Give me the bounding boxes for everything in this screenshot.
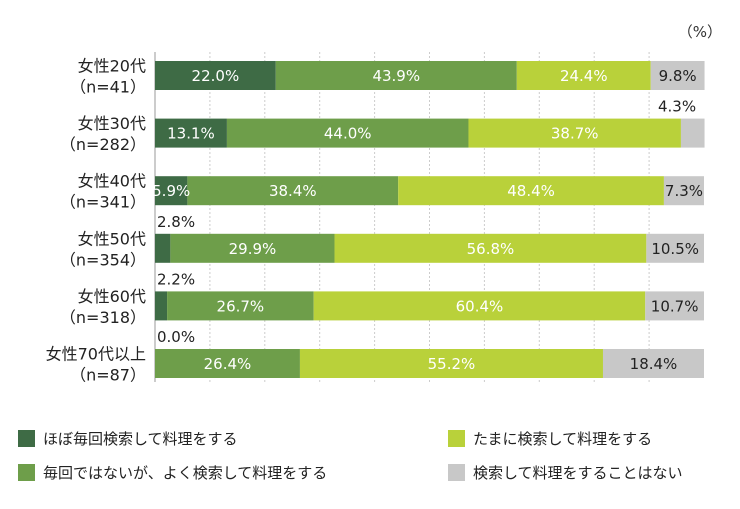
bar-segment bbox=[650, 61, 705, 90]
bar-segment bbox=[602, 349, 704, 378]
bar-label: 4.3% bbox=[658, 98, 696, 116]
category-label: 女性50代 bbox=[78, 229, 146, 248]
bar-segment bbox=[646, 233, 704, 263]
bar-label: 29.9% bbox=[229, 240, 277, 258]
bar-segment bbox=[313, 291, 646, 321]
legend-swatch bbox=[18, 464, 35, 481]
bar-label: 56.8% bbox=[467, 240, 515, 258]
category-label: 女性30代 bbox=[78, 114, 146, 133]
bar-label: 48.4% bbox=[507, 182, 555, 200]
category-sample-size: （n=282） bbox=[60, 135, 146, 154]
bar-label: 38.7% bbox=[551, 125, 599, 143]
bar-segment bbox=[334, 233, 647, 263]
bar-segment bbox=[663, 176, 704, 206]
bar-segment bbox=[398, 176, 664, 206]
bar-label: 44.0% bbox=[324, 125, 372, 143]
bar-label: 26.7% bbox=[217, 297, 265, 315]
bar-segment bbox=[155, 118, 227, 148]
bar-label: 10.5% bbox=[651, 240, 699, 258]
category-label: 女性70代以上 bbox=[46, 345, 146, 364]
bar-segment bbox=[645, 291, 704, 321]
category-label: 女性40代 bbox=[78, 172, 146, 191]
bar-segment bbox=[187, 176, 399, 206]
category-sample-size: （n=318） bbox=[60, 308, 146, 327]
category-labels: 女性20代 （n=41） 女性30代 （n=282） 女性40代 （n=341） 女性50代… bbox=[46, 57, 146, 385]
category-sample-size: （n=341） bbox=[60, 193, 146, 212]
bar-label: 18.4% bbox=[630, 355, 678, 373]
legend: ほぼ毎回検索して料理をする たまに検索して料理をする毎回ではないが、よく検索して料… bbox=[18, 430, 683, 482]
category-label: 女性20代 bbox=[78, 57, 146, 76]
bars bbox=[155, 61, 705, 378]
bar-label: 26.4% bbox=[204, 355, 252, 373]
bar-segment bbox=[275, 61, 517, 90]
bar-segment bbox=[155, 176, 188, 206]
bar-segment bbox=[155, 291, 168, 321]
category-sample-size: （n=41） bbox=[70, 78, 146, 97]
bar-label: 13.1% bbox=[167, 125, 215, 143]
bar-label: 10.7% bbox=[651, 297, 699, 315]
bar-segment bbox=[680, 118, 705, 148]
legend-label: 検索して料理をすることはない bbox=[473, 464, 683, 482]
bar-segment bbox=[516, 61, 651, 90]
bar-label: 5.9% bbox=[152, 182, 190, 200]
bar-label: 7.3% bbox=[665, 182, 703, 200]
bar-label: 0.0% bbox=[157, 328, 195, 346]
legend-label: ほぼ毎回検索して料理をする bbox=[43, 430, 238, 448]
category-sample-size: （n=87） bbox=[70, 366, 146, 385]
bar-label: 60.4% bbox=[456, 297, 504, 315]
bar-segment bbox=[155, 233, 171, 263]
unit-label: （%） bbox=[678, 23, 722, 41]
legend-swatch bbox=[18, 430, 35, 447]
bar-segment bbox=[155, 61, 276, 90]
bar-segment bbox=[155, 349, 300, 378]
bar-segment bbox=[170, 233, 335, 263]
category-sample-size: （n=354） bbox=[60, 250, 146, 269]
bar-label: 2.2% bbox=[157, 270, 195, 288]
legend-label: 毎回ではないが、よく検索して料理をする bbox=[43, 464, 327, 482]
bar-label: 9.8% bbox=[659, 67, 697, 85]
bar-label: 55.2% bbox=[428, 355, 476, 373]
bar-segment bbox=[468, 118, 681, 148]
legend-label: たまに検索して料理をする bbox=[473, 430, 652, 448]
bar-segment bbox=[299, 349, 603, 378]
bar-segment bbox=[167, 291, 314, 321]
bar-label: 24.4% bbox=[560, 67, 608, 85]
category-label: 女性60代 bbox=[78, 287, 146, 306]
bar-label: 22.0% bbox=[192, 67, 240, 85]
bar-segment bbox=[226, 118, 469, 148]
bar-label: 43.9% bbox=[372, 67, 420, 85]
bar-label: 2.8% bbox=[157, 213, 195, 231]
legend-swatch bbox=[448, 464, 465, 481]
gridlines bbox=[154, 52, 650, 382]
bar-label: 38.4% bbox=[269, 182, 317, 200]
bar-labels: 22.0% 43.9% 24.4% 9.8% 13.1% 44.0% 38.7% 4.3% 5.… bbox=[152, 67, 703, 373]
legend-swatch bbox=[448, 430, 465, 447]
